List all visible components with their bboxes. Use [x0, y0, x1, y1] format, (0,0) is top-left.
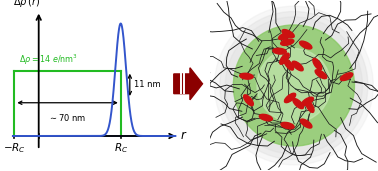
Ellipse shape: [301, 119, 312, 128]
Circle shape: [257, 49, 331, 122]
Circle shape: [233, 25, 355, 146]
Ellipse shape: [305, 100, 314, 112]
Ellipse shape: [285, 93, 296, 103]
Ellipse shape: [340, 73, 353, 81]
Text: $r$: $r$: [180, 129, 187, 142]
Ellipse shape: [302, 97, 313, 106]
Text: $\Delta\rho = 14\ e/\mathrm{nm}^3$: $\Delta\rho = 14\ e/\mathrm{nm}^3$: [19, 52, 78, 67]
Ellipse shape: [273, 48, 286, 54]
Ellipse shape: [244, 95, 253, 106]
Text: $\Delta\rho\,(r)$: $\Delta\rho\,(r)$: [13, 0, 40, 9]
Circle shape: [220, 11, 368, 160]
Ellipse shape: [313, 58, 322, 70]
Text: $\sim 70\ \mathrm{nm}$: $\sim 70\ \mathrm{nm}$: [48, 112, 87, 123]
Ellipse shape: [299, 41, 312, 49]
Ellipse shape: [282, 30, 294, 38]
Ellipse shape: [293, 99, 304, 109]
Text: $-R_C$: $-R_C$: [3, 141, 26, 155]
FancyArrow shape: [174, 68, 203, 100]
Ellipse shape: [280, 53, 289, 64]
Circle shape: [225, 17, 363, 154]
Ellipse shape: [279, 32, 291, 40]
Ellipse shape: [281, 122, 294, 129]
Text: 11 nm: 11 nm: [134, 80, 161, 89]
Ellipse shape: [315, 70, 327, 79]
Circle shape: [214, 6, 373, 165]
Ellipse shape: [292, 61, 303, 71]
Ellipse shape: [259, 114, 273, 121]
Ellipse shape: [240, 73, 253, 79]
Text: $R_C$: $R_C$: [113, 141, 128, 155]
Ellipse shape: [280, 39, 294, 45]
Ellipse shape: [284, 59, 294, 70]
